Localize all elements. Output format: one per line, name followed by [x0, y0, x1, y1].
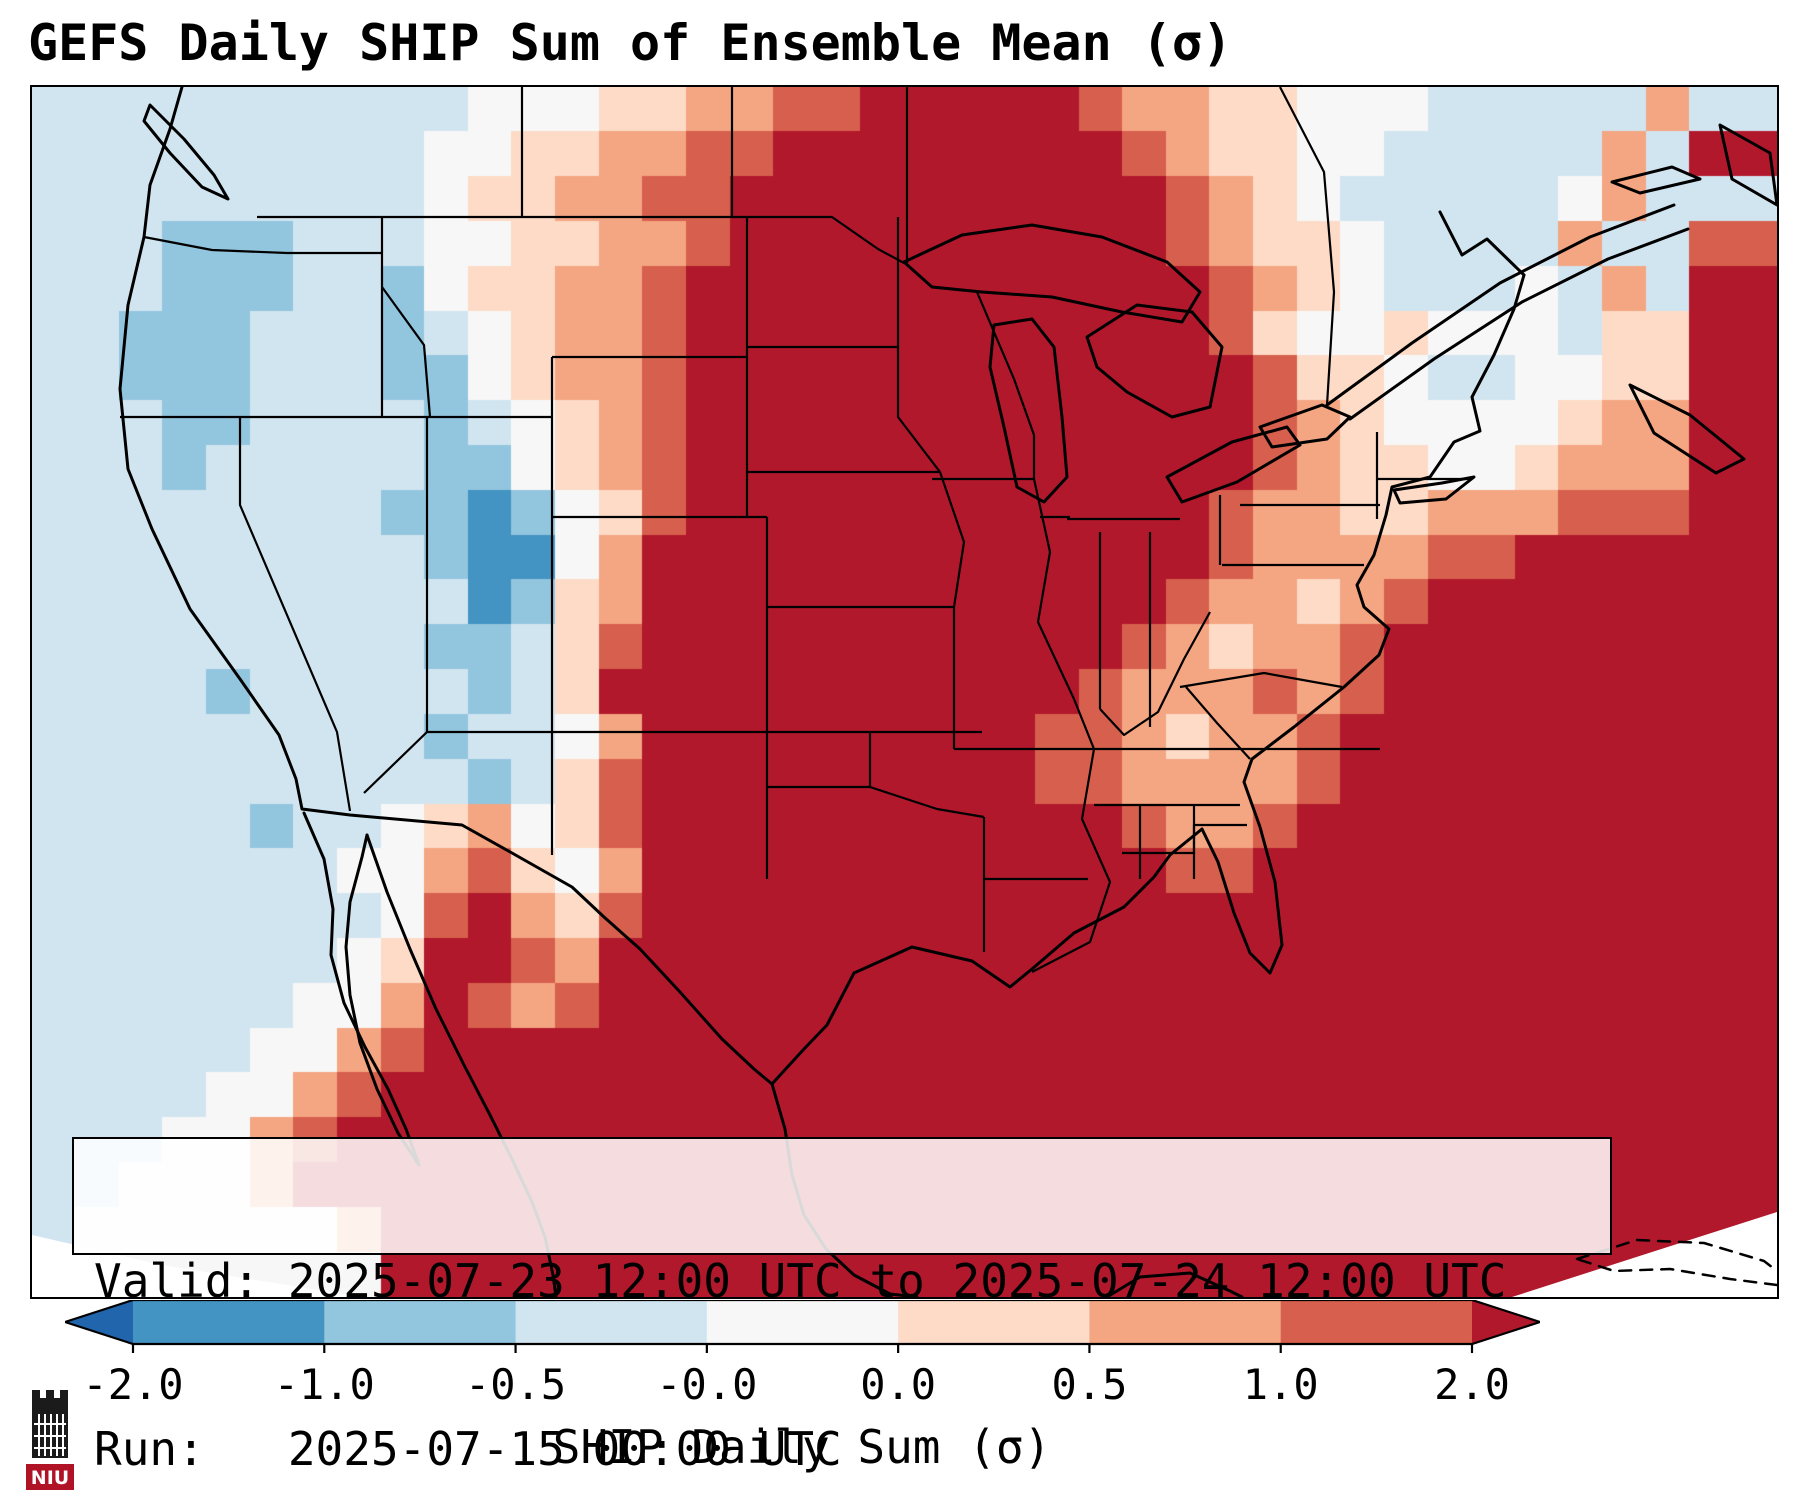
- valid-time-text: Valid: 2025-07-23 12:00 UTC to 2025-07-2…: [94, 1254, 1507, 1308]
- colorbar-label: SHIP Daily Sum (σ): [552, 1420, 1052, 1474]
- map-borders-overlay: [32, 87, 1777, 1297]
- great-lakes: [902, 223, 1352, 504]
- niu-logo: NIU: [26, 1390, 74, 1490]
- colorbar-tick-label: 2.0: [1434, 1360, 1510, 1409]
- colorbar: [61, 1298, 1544, 1353]
- state-borders: [120, 87, 1472, 973]
- map-axes: Valid: 2025-07-23 12:00 UTC to 2025-07-2…: [30, 85, 1779, 1476]
- colorbar-tick-label: 0.5: [1051, 1360, 1128, 1409]
- colorbar-tick-label: 0.0: [860, 1360, 937, 1409]
- colorbar-tick-label: -2.0: [82, 1360, 184, 1409]
- run-time-text: Run: 2025-07-15 00:00 UTC: [94, 1422, 842, 1476]
- castle-icon: [32, 1390, 68, 1458]
- validity-annotation-box: Valid: 2025-07-23 12:00 UTC to 2025-07-2…: [72, 1137, 1612, 1476]
- figure-title: GEFS Daily SHIP Sum of Ensemble Mean (σ): [28, 14, 1233, 72]
- niu-text: NIU: [31, 1467, 69, 1489]
- colorbar-tick-label: -0.0: [656, 1360, 758, 1409]
- colorbar-tick-labels: -2.0 -1.0 -0.5 -0.0 0.0 0.5 1.0 2.0: [0, 1360, 1803, 1412]
- colorbar-tick-label: -1.0: [273, 1360, 375, 1409]
- coastlines: [118, 87, 1777, 1297]
- niu-banner: [26, 1464, 74, 1490]
- colorbar-tick-label: -0.5: [464, 1360, 567, 1409]
- colorbar-tick-label: 1.0: [1242, 1360, 1319, 1409]
- heatmap-raster: [32, 87, 1777, 1297]
